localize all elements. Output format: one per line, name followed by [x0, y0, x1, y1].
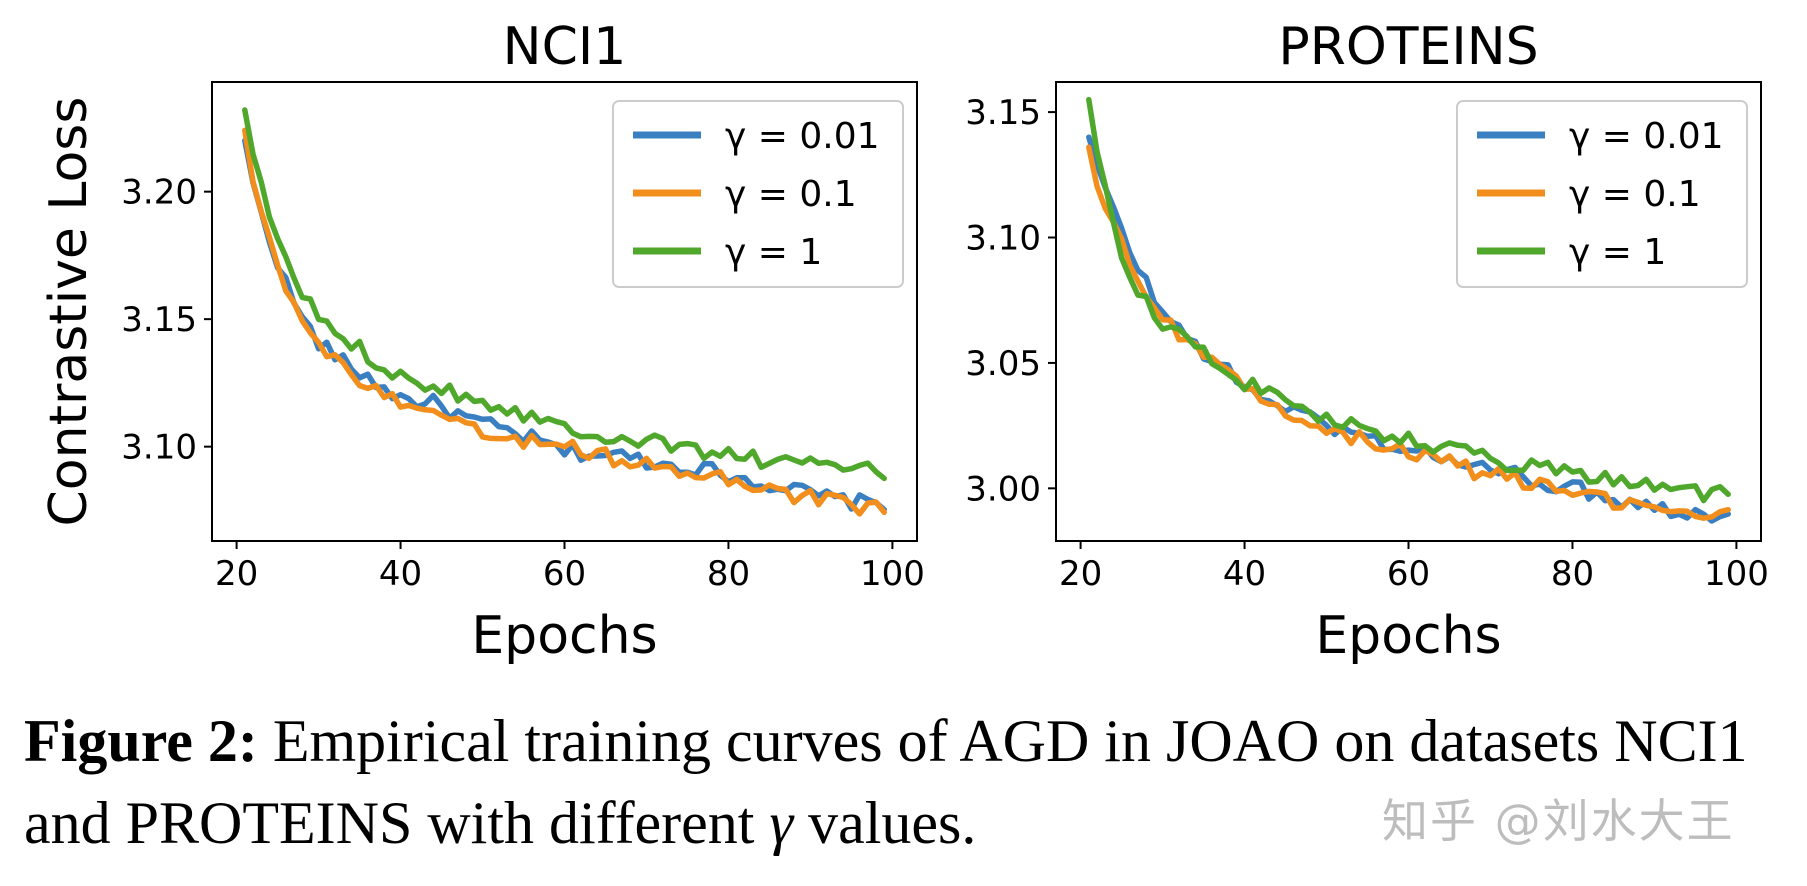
figure-charts: 20 40 60 80 100 3.10 3.15 3.20 NCI1 Epochs Contras…: [39, 17, 1769, 666]
caption-text-1: Empirical training curves of AGD in JOAO…: [24, 708, 1748, 856]
x-axis-label: Epochs: [471, 606, 657, 666]
watermark: 知乎 @刘水大王: [1382, 794, 1735, 848]
chart-panel-proteins: 20 40 60 80 100 3.00 3.05 3.10 3.15 PROTEINS Epoch…: [965, 17, 1769, 666]
x-tick-label: 80: [707, 554, 750, 594]
legend-label-s1: γ = 0.1: [725, 174, 857, 215]
chart-title: PROTEINS: [1278, 17, 1538, 77]
x-tick-label: 60: [1387, 554, 1430, 594]
x-tick-label: 40: [379, 554, 422, 594]
figure-caption: Figure 2: Empirical training curves of A…: [24, 700, 1794, 864]
legend-label-s1: γ = 0.1: [1569, 174, 1701, 215]
x-axis-label: Epochs: [1315, 606, 1501, 666]
caption-label: Figure 2:: [24, 708, 258, 774]
y-tick-label: 3.00: [965, 469, 1041, 509]
y-tick-label: 3.05: [965, 344, 1041, 384]
series-line-s2: [1086, 96, 1731, 504]
x-tick-label: 60: [543, 554, 586, 594]
legend-label-s0: γ = 0.01: [1569, 116, 1724, 157]
chart-title: NCI1: [503, 17, 627, 77]
x-tick-label: 80: [1551, 554, 1594, 594]
series-line-s2: [242, 107, 887, 482]
x-tick-label: 100: [860, 554, 925, 594]
series-line-s1: [242, 127, 887, 517]
y-tick-label: 3.10: [965, 219, 1041, 259]
x-tick-label: 20: [215, 554, 258, 594]
y-tick-label: 3.15: [965, 93, 1041, 133]
y-tick-label: 3.20: [121, 173, 197, 213]
x-tick-label: 100: [1704, 554, 1769, 594]
y-tick-label: 3.10: [121, 428, 197, 468]
caption-text-2: values.: [793, 790, 977, 856]
legend-box: [612, 100, 904, 288]
x-tick-label: 40: [1223, 554, 1266, 594]
chart-panel-nci1: 20 40 60 80 100 3.10 3.15 3.20 NCI1 Epochs Contras…: [39, 17, 925, 666]
legend-box: [1456, 100, 1748, 288]
y-axis-label: Contrastive Loss: [39, 97, 99, 527]
legend-label-s2: γ = 1: [1569, 232, 1666, 273]
y-tick-label: 3.15: [121, 300, 197, 340]
x-tick-label: 20: [1059, 554, 1102, 594]
caption-gamma: γ: [769, 790, 794, 856]
legend-label-s0: γ = 0.01: [725, 116, 880, 157]
legend-label-s2: γ = 1: [725, 232, 822, 273]
